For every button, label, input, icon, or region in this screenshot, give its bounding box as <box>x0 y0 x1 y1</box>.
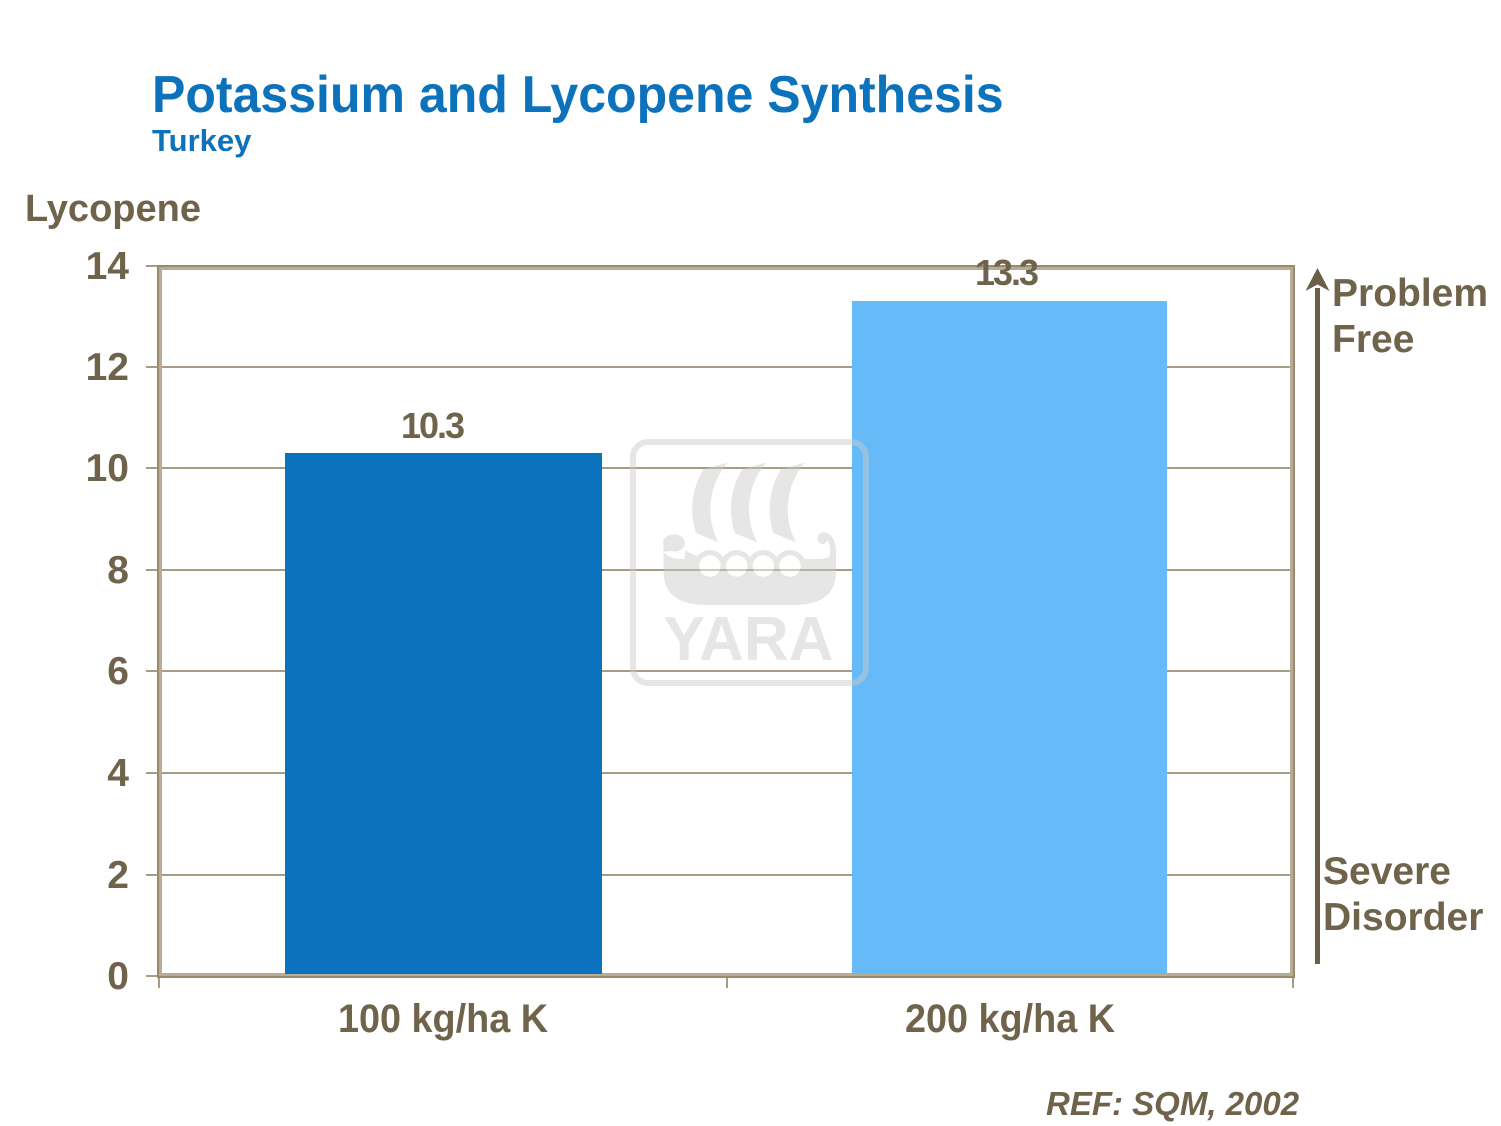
svg-text:YARA: YARA <box>664 605 834 674</box>
